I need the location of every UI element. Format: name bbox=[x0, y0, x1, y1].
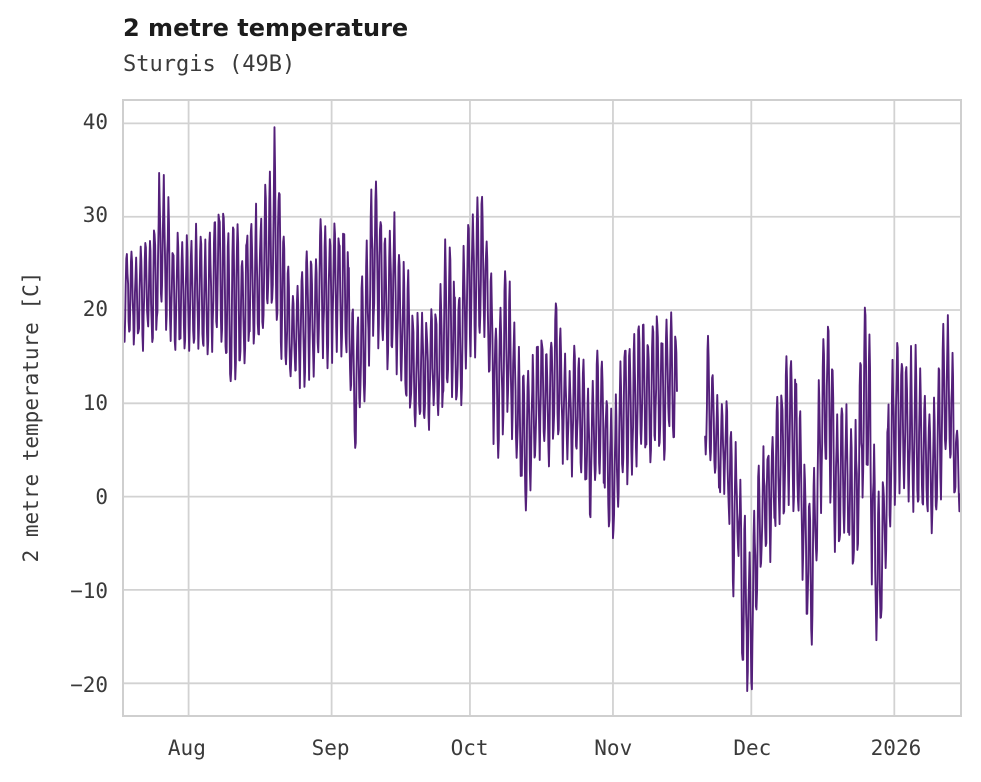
x-tick-label: Sep bbox=[311, 736, 350, 760]
x-tick-label: Nov bbox=[594, 736, 633, 760]
x-tick-label: 2026 bbox=[870, 736, 922, 760]
y-tick-label: 30 bbox=[82, 203, 108, 228]
x-tick-label: Oct bbox=[450, 736, 489, 760]
x-tick-label: Aug bbox=[167, 736, 206, 760]
y-tick-label: 0 bbox=[95, 485, 108, 510]
y-tick-label: 20 bbox=[82, 297, 108, 322]
temperature-line-chart bbox=[124, 101, 960, 715]
chart-subtitle: Sturgis (49B) bbox=[123, 52, 296, 77]
y-tick-label: −20 bbox=[70, 673, 108, 698]
plot-area bbox=[122, 99, 962, 717]
temperature-line bbox=[124, 126, 960, 692]
y-tick-label: 10 bbox=[82, 391, 108, 416]
x-tick-label: Dec bbox=[733, 736, 772, 760]
y-tick-label: −10 bbox=[70, 579, 108, 604]
grid-lines bbox=[124, 101, 960, 715]
chart-title: 2 metre temperature bbox=[123, 14, 409, 42]
y-tick-label: 40 bbox=[82, 109, 108, 134]
